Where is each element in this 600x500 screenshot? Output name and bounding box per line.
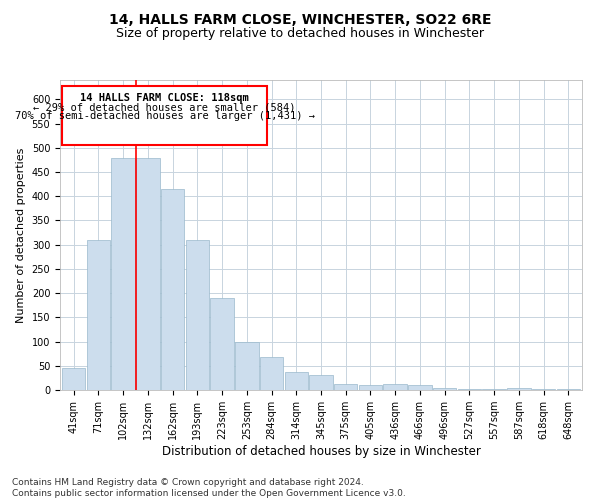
X-axis label: Distribution of detached houses by size in Winchester: Distribution of detached houses by size … [161, 445, 481, 458]
Bar [359, 385, 382, 390]
Bar [408, 385, 432, 390]
Bar [62, 368, 85, 390]
Text: Size of property relative to detached houses in Winchester: Size of property relative to detached ho… [116, 28, 484, 40]
Bar [86, 240, 110, 390]
Bar [62, 86, 266, 146]
Text: 70% of semi-detached houses are larger (1,431) →: 70% of semi-detached houses are larger (… [14, 111, 314, 121]
Bar [161, 189, 184, 390]
Bar [185, 240, 209, 390]
Bar [383, 384, 407, 390]
Bar [136, 158, 160, 390]
Bar [557, 389, 580, 390]
Bar [112, 158, 135, 390]
Text: 14, HALLS FARM CLOSE, WINCHESTER, SO22 6RE: 14, HALLS FARM CLOSE, WINCHESTER, SO22 6… [109, 12, 491, 26]
Bar [260, 357, 283, 390]
Text: Contains HM Land Registry data © Crown copyright and database right 2024.
Contai: Contains HM Land Registry data © Crown c… [12, 478, 406, 498]
Bar [482, 389, 506, 390]
Bar [235, 342, 259, 390]
Text: ← 29% of detached houses are smaller (584): ← 29% of detached houses are smaller (58… [33, 102, 296, 113]
Bar [507, 388, 530, 390]
Bar [284, 372, 308, 390]
Bar [433, 388, 457, 390]
Text: 14 HALLS FARM CLOSE: 118sqm: 14 HALLS FARM CLOSE: 118sqm [80, 92, 249, 102]
Bar [210, 298, 234, 390]
Bar [532, 389, 556, 390]
Y-axis label: Number of detached properties: Number of detached properties [16, 148, 26, 322]
Bar [334, 384, 358, 390]
Bar [309, 376, 333, 390]
Bar [458, 388, 481, 390]
